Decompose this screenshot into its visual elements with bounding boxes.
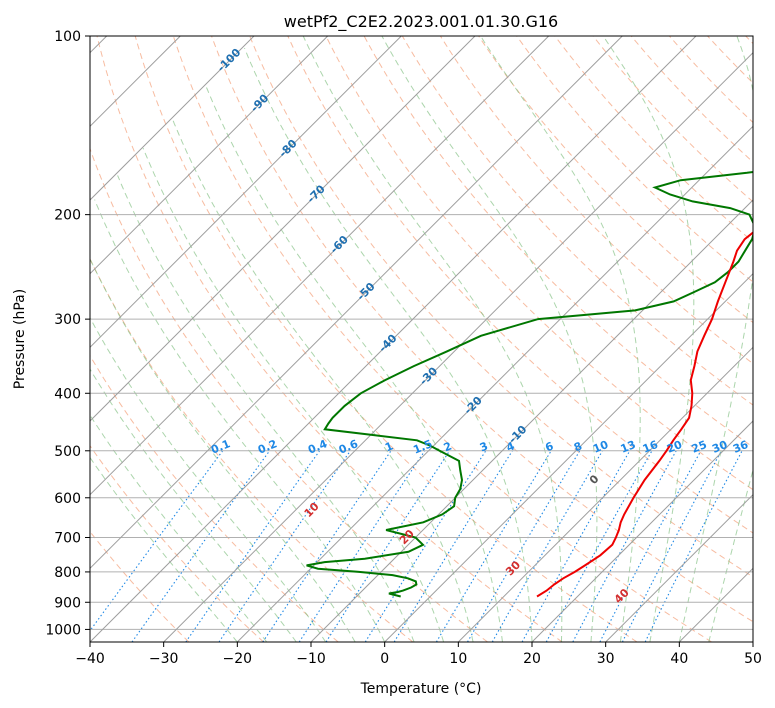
y-tick-label: 800 <box>54 565 81 581</box>
x-tick-label: −20 <box>223 651 253 667</box>
mixing-ratio-label: 2 <box>442 439 454 454</box>
isotherm-line <box>90 36 697 642</box>
x-tick-label: −40 <box>75 651 105 667</box>
plot-area <box>90 36 753 642</box>
dry-adiabat-line <box>592 36 753 203</box>
dry-adiabat-line <box>96 36 563 642</box>
y-tick-label: 300 <box>54 312 81 328</box>
y-tick-label: 500 <box>54 444 81 460</box>
mixing-ratio-label: 3 <box>478 439 490 454</box>
mixing-ratio-label: 30 <box>710 438 729 456</box>
y-tick-label: 700 <box>54 531 81 547</box>
dry-adiabats <box>90 36 753 642</box>
moist-adiabat-line <box>678 36 753 642</box>
moist-adiabat-line <box>90 368 297 642</box>
y-axis-ticks: 100 200 300 400 500 600 700 800 900 1000 <box>45 29 90 638</box>
y-tick-label: 900 <box>54 595 81 611</box>
x-tick-label: 50 <box>744 651 762 667</box>
x-tick-label: −30 <box>149 651 179 667</box>
temperature-series-line <box>536 231 753 598</box>
mixing-ratio-line <box>185 450 321 642</box>
mixing-ratio-line <box>572 450 677 642</box>
moist-adiabat-line <box>244 47 533 642</box>
mixing-ratio-label: 13 <box>619 438 638 456</box>
moist-adiabat-line <box>142 147 445 642</box>
dry-adiabat-line <box>134 36 638 642</box>
mixing-ratio-label: 20 <box>665 438 684 456</box>
isotherm-line <box>605 493 753 642</box>
x-axis-ticks: −40 −30 −20 −10 0 10 20 30 40 50 <box>75 642 762 667</box>
isotherm-line <box>310 199 753 642</box>
mixing-ratio-line <box>435 450 552 642</box>
x-tick-label: 10 <box>449 651 467 667</box>
dry-adiabat-line <box>90 257 414 642</box>
isotherm-line <box>531 420 753 642</box>
mixing-ratio-line <box>521 450 631 642</box>
dry-adiabat-line <box>172 36 712 642</box>
dry-adiabat-line <box>478 36 753 324</box>
y-tick-label: 100 <box>54 29 81 45</box>
moist-adiabat-line <box>602 36 695 642</box>
moist-adiabat-line <box>90 456 238 642</box>
mixing-ratio-line <box>218 450 351 642</box>
y-tick-label: 1000 <box>45 622 81 638</box>
y-axis-label: Pressure (hPa) <box>12 289 28 389</box>
dry-adiabat-line <box>516 36 753 283</box>
isotherm-line <box>457 346 753 642</box>
mixing-ratio-label: 16 <box>641 438 660 456</box>
y-tick-label: 400 <box>54 386 81 402</box>
dry-adiabat-line <box>90 444 264 642</box>
isotherm-line <box>384 272 753 642</box>
mixing-ratio-label: 25 <box>690 438 709 456</box>
x-tick-label: −10 <box>296 651 326 667</box>
mixing-ratio-line <box>364 450 487 642</box>
chart-title: wetPf2_C2E2.2023.001.01.30.G16 <box>284 12 558 32</box>
mixing-ratio-label: 36 <box>731 438 750 456</box>
mixing-ratio-line <box>467 450 581 642</box>
isotherm-line <box>90 36 476 422</box>
x-tick-label: 20 <box>523 651 541 667</box>
moist-adiabat-line <box>206 87 503 642</box>
dry-adiabat-line <box>325 36 753 491</box>
isotherms <box>90 36 753 642</box>
isotherm-line <box>90 36 550 496</box>
x-tick-label: 0 <box>380 651 389 667</box>
moist-adiabat-line <box>90 414 268 642</box>
mixing-ratio-label: 8 <box>572 439 584 454</box>
moist-adiabat-line <box>90 316 327 642</box>
moist-adiabat-line <box>117 175 415 642</box>
isotherm-line <box>90 36 402 349</box>
y-tick-label: 200 <box>54 208 81 224</box>
dry-adiabat-line <box>211 36 753 623</box>
moist-adiabat-line <box>94 199 386 642</box>
mixing-ratio-line <box>131 450 271 642</box>
pressure-gridlines <box>90 36 753 630</box>
dry-adiabat-line <box>630 36 753 163</box>
mixing-ratio-lines <box>90 450 743 642</box>
profiles <box>306 170 753 598</box>
plot-frame <box>89 35 754 643</box>
isotherm-line <box>90 36 329 275</box>
isotherm-line <box>236 125 753 642</box>
x-axis-label: Temperature (°C) <box>360 681 482 697</box>
dry-adiabat-line <box>401 36 753 406</box>
moist-adiabat-line <box>381 36 598 642</box>
x-tick-label: 30 <box>597 651 615 667</box>
mixing-ratio-line <box>393 450 513 642</box>
moist-adiabat-line <box>708 468 753 642</box>
mixing-ratio-label: 1 <box>383 439 395 454</box>
mixing-ratio-line <box>491 450 603 642</box>
mixing-ratio-line <box>325 450 451 642</box>
x-tick-label: 40 <box>670 651 688 667</box>
isotherm-line <box>163 51 753 642</box>
dewpoint-series-line <box>306 170 753 598</box>
dry-adiabat-line <box>249 36 753 578</box>
y-tick-label: 600 <box>54 491 81 507</box>
isotherm-line <box>90 36 623 570</box>
moist-adiabat-line <box>172 120 474 642</box>
isotherm-line <box>90 36 255 201</box>
mixing-ratio-label: 10 <box>591 438 610 456</box>
